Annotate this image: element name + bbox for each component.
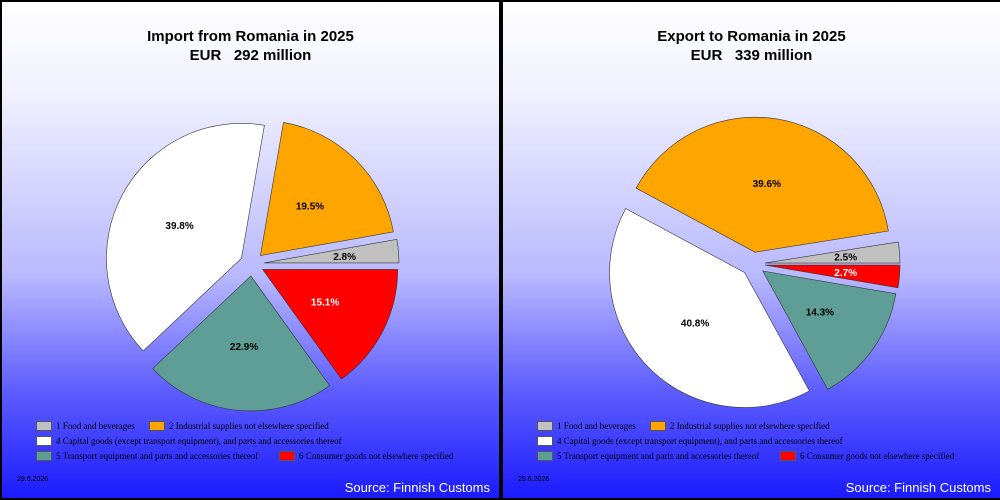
legend-item-transport: 5 Transport equipment and parts and acce… xyxy=(537,450,759,462)
legend-swatch xyxy=(279,450,295,461)
legend-item-food: 1 Food and beverages xyxy=(537,420,636,432)
chart-subtitle: EUR 339 million xyxy=(690,47,813,64)
chart-title-block: Import from Romania in 2025 EUR 292 mill… xyxy=(2,27,499,65)
legend-swatch xyxy=(537,420,553,431)
slice-label-industrial: 19.5% xyxy=(296,202,324,213)
legend-label: 5 Transport equipment and parts and acce… xyxy=(56,451,259,461)
slice-label-food: 2.8% xyxy=(333,252,356,263)
legend-label: 5 Transport equipment and parts and acce… xyxy=(557,451,760,461)
pie-slice-transport xyxy=(762,270,897,390)
legend-swatch xyxy=(36,435,52,446)
legend-swatch xyxy=(149,420,165,431)
legend-item-food: 1 Food and beverages xyxy=(36,420,135,432)
legend-label: 2 Industrial supplies not elsewhere spec… xyxy=(670,421,830,431)
source-label: Source: Finnish Customs xyxy=(344,480,490,495)
slice-label-transport: 22.9% xyxy=(230,342,258,353)
pie-slice-consumer xyxy=(764,264,901,289)
chart-title: Import from Romania in 2025 xyxy=(147,28,354,45)
legend-label: 6 Consumer goods not elsewhere specified xyxy=(299,451,454,461)
pie-chart-export: 2.5% 39.6% 40.8% 14.3% 2.7% xyxy=(609,116,901,408)
pie-slice-industrial xyxy=(260,122,394,256)
date-label: 29.6.2026 xyxy=(518,476,550,483)
pie-slice-food xyxy=(263,238,400,264)
slice-label-consumer: 2.7% xyxy=(834,268,857,279)
slice-label-food: 2.5% xyxy=(834,253,857,264)
legend-swatch xyxy=(36,450,52,461)
pie-slice-capital xyxy=(106,123,265,352)
legend-item-capital: 4 Capital goods (except transport equipm… xyxy=(36,435,342,447)
legend-swatch xyxy=(780,450,796,461)
slice-label-capital: 39.8% xyxy=(165,221,193,232)
chart-panel-export: Export to Romania in 2025 EUR 339 millio… xyxy=(502,1,1000,499)
pie-chart-import: 2.8% 19.5% 39.8% 22.9% 15.1% xyxy=(106,122,400,412)
legend-label: 1 Food and beverages xyxy=(56,421,135,431)
slice-label-capital: 40.8% xyxy=(681,318,709,329)
legend-swatch xyxy=(650,420,666,431)
legend-label: 6 Consumer goods not elsewhere specified xyxy=(800,451,955,461)
legend-item-consumer: 6 Consumer goods not elsewhere specified xyxy=(279,450,453,462)
legend-swatch xyxy=(537,435,553,446)
pie-slice-industrial xyxy=(635,116,889,253)
date-label: 29.6.2026 xyxy=(17,476,49,483)
legend-label: 4 Capital goods (except transport equipm… xyxy=(557,436,843,446)
legend-item-consumer: 6 Consumer goods not elsewhere specified xyxy=(780,450,954,462)
legend-label: 1 Food and beverages xyxy=(557,421,636,431)
pie-slice-food xyxy=(764,241,901,264)
pie-slice-transport xyxy=(152,275,331,412)
legend-swatch xyxy=(537,450,553,461)
legend-item-capital: 4 Capital goods (except transport equipm… xyxy=(537,435,843,447)
slice-label-transport: 14.3% xyxy=(806,308,834,319)
slice-label-industrial: 39.6% xyxy=(753,179,781,190)
legend-item-transport: 5 Transport equipment and parts and acce… xyxy=(36,450,258,462)
chart-title-block: Export to Romania in 2025 EUR 339 millio… xyxy=(503,27,1000,65)
legend-swatch xyxy=(36,420,52,431)
slice-label-consumer: 15.1% xyxy=(311,298,339,309)
legend-item-industrial: 2 Industrial supplies not elsewhere spec… xyxy=(650,420,830,432)
pie-slice-capital xyxy=(609,208,810,408)
source-label: Source: Finnish Customs xyxy=(845,480,991,495)
pie-slice-consumer xyxy=(262,269,398,380)
chart-title: Export to Romania in 2025 xyxy=(657,28,846,45)
chart-subtitle: EUR 292 million xyxy=(189,47,312,64)
legend-label: 2 Industrial supplies not elsewhere spec… xyxy=(169,421,329,431)
legend-item-industrial: 2 Industrial supplies not elsewhere spec… xyxy=(149,420,329,432)
legend-label: 4 Capital goods (except transport equipm… xyxy=(56,436,342,446)
chart-panel-import: Import from Romania in 2025 EUR 292 mill… xyxy=(1,1,500,499)
